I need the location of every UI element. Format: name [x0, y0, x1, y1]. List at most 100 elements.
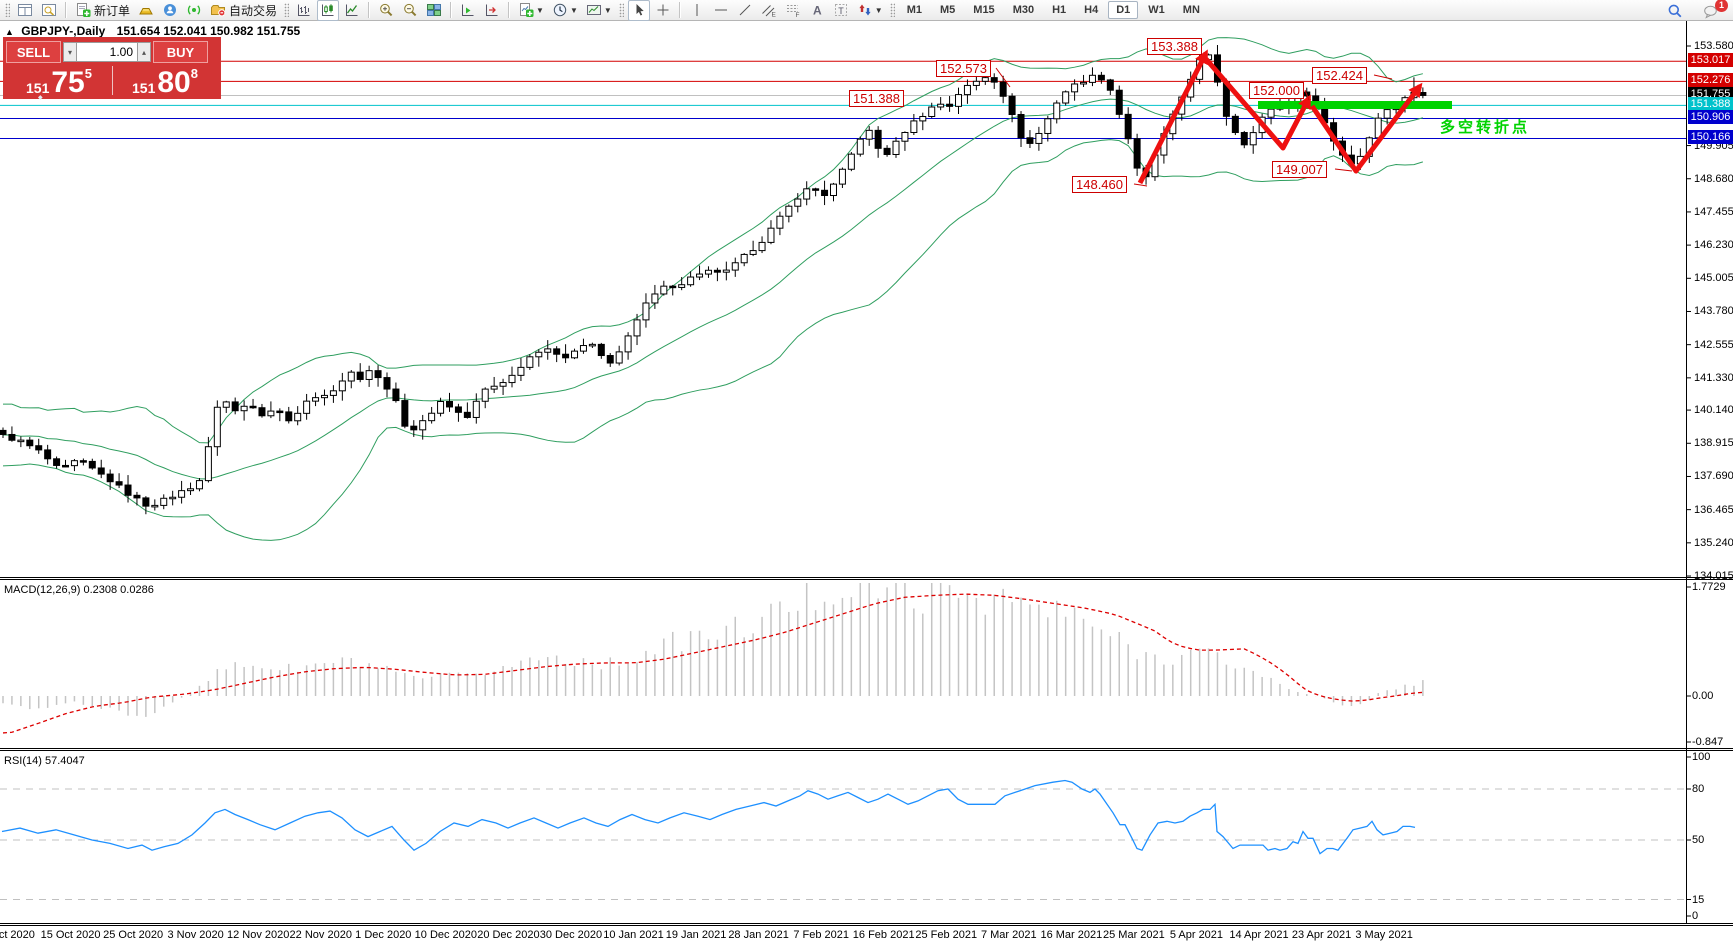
toolbar: 新订单 自动交易 ▼ ▼ ▼ E F A T ▼ M1 M5 M15 M30 H1 H4 D1 W1 MN 1 [0, 0, 1733, 21]
price-tick-label: 140.140 [1694, 404, 1733, 417]
autotrade-button[interactable]: 自动交易 [207, 0, 280, 21]
mql-community-icon[interactable] [159, 0, 181, 21]
chart-shift-icon[interactable] [481, 0, 503, 21]
cursor-icon[interactable] [627, 0, 650, 21]
price-level-badge: 150.166 [1688, 130, 1733, 145]
collapse-icon[interactable]: ▲ [5, 27, 14, 37]
date-tick-label: 25 Oct 2020 [103, 929, 164, 941]
crosshair-icon[interactable] [652, 0, 674, 21]
svg-text:F: F [795, 12, 799, 18]
indicators-icon[interactable]: ▼ [515, 0, 547, 21]
volume-down-button[interactable]: ▾ [63, 42, 77, 62]
candle-chart-type-icon[interactable] [317, 0, 340, 21]
date-tick-label: 14 Apr 2021 [1229, 929, 1289, 941]
signals-icon[interactable] [183, 0, 205, 21]
bar-chart-type-icon[interactable] [293, 0, 315, 21]
timeframe-button-m30[interactable]: M30 [1012, 4, 1035, 16]
chevron-down-icon[interactable]: ▼ [603, 5, 612, 15]
turning-point-zone[interactable] [1258, 101, 1452, 109]
turning-point-label[interactable]: 多空转折点 [1440, 119, 1531, 136]
macd-header: MACD(12,26,9) 0.2308 0.0286 [4, 584, 154, 596]
timeframe-button-m1[interactable]: M1 [906, 4, 922, 16]
metaeditor-icon[interactable] [135, 0, 157, 21]
chevron-down-icon[interactable]: ▼ [874, 5, 883, 15]
toolbar-right-groups: 1 [1663, 0, 1728, 21]
toolbar-grip-handle[interactable] [618, 3, 624, 17]
navigator-icon[interactable] [38, 0, 60, 21]
auto-scroll-icon[interactable] [457, 0, 479, 21]
line-chart-type-icon[interactable] [341, 0, 363, 21]
price-tick-label: 148.680 [1694, 172, 1733, 185]
zigzag-annotation[interactable] [1137, 49, 1423, 185]
price-callout-label[interactable]: 153.388 [1147, 38, 1202, 55]
date-tick-label: 16 Feb 2021 [852, 929, 915, 941]
text-icon[interactable]: A [806, 0, 828, 21]
channel-icon[interactable]: E [758, 0, 780, 21]
price-level-badge: 152.276 [1688, 73, 1733, 88]
buy-price[interactable]: 151 80 8 [112, 64, 218, 98]
macd-axis-label: 1.7729 [1692, 581, 1726, 593]
horizontal-line-icon[interactable] [710, 0, 732, 21]
sell-price[interactable]: 151 75 5 [6, 64, 112, 98]
date-tick-label: 30 Dec 2020 [539, 929, 603, 941]
rsi-axis-label: 100 [1692, 751, 1711, 763]
notifications-icon[interactable]: 1 [1700, 0, 1728, 21]
timeframe-button-d1[interactable]: D1 [1108, 1, 1139, 19]
price-callout-label[interactable]: 152.573 [936, 60, 991, 77]
trendline-icon[interactable] [734, 0, 756, 21]
toolbar-grip-handle[interactable] [284, 3, 290, 17]
toolbar-grip-handle[interactable] [5, 3, 10, 17]
tile-windows-icon[interactable] [423, 0, 445, 21]
timeframe-button-m15[interactable]: M15 [973, 4, 995, 16]
timeframe-button-w1[interactable]: W1 [1148, 4, 1165, 16]
search-icon[interactable] [1664, 0, 1686, 21]
date-tick-label: 16 Mar 2021 [1040, 929, 1103, 941]
price-callout-label[interactable]: 148.460 [1072, 176, 1127, 193]
chevron-down-icon[interactable]: ▼ [536, 5, 544, 15]
price-tick-label: 142.555 [1694, 338, 1733, 351]
rsi-axis-label: 0 [1692, 910, 1699, 922]
volume-up-button[interactable]: ▴ [137, 42, 151, 62]
key-level-lines[interactable] [0, 60, 1686, 139]
date-tick-label: 15 Oct 2020 [40, 929, 101, 941]
price-callout-label[interactable]: 152.424 [1312, 67, 1367, 84]
date-tick-label: 19 Jan 2021 [665, 929, 727, 941]
arrows-icon[interactable]: ▼ [854, 0, 886, 21]
fibonacci-icon[interactable]: F [782, 0, 804, 21]
vertical-line-icon[interactable] [686, 0, 708, 21]
zoom-in-icon[interactable] [375, 0, 397, 21]
market-watch-icon[interactable] [14, 0, 36, 21]
chevron-down-icon[interactable]: ▼ [569, 5, 578, 15]
sell-button[interactable]: SELL [6, 41, 61, 63]
price-tick-label: 134.015 [1694, 570, 1733, 583]
date-tick-label: 12 Nov 2020 [226, 929, 290, 941]
toolbar-grip-handle[interactable] [889, 3, 895, 17]
timeframe-button-h1[interactable]: H1 [1052, 4, 1067, 16]
text-label-icon[interactable]: T [830, 0, 852, 21]
price-tick-label: 145.005 [1694, 272, 1733, 285]
price-tick-label: 143.780 [1694, 305, 1733, 318]
price-callout-label[interactable]: 152.000 [1249, 82, 1304, 99]
new-order-button[interactable]: 新订单 [72, 0, 133, 21]
timeframe-button-h4[interactable]: H4 [1084, 4, 1099, 16]
spread-marker-icon: ◆ [38, 95, 43, 101]
date-tick-label: 10 Dec 2020 [414, 929, 478, 941]
zoom-out-icon[interactable] [399, 0, 421, 21]
date-tick-label: 10 Jan 2021 [603, 929, 664, 941]
price-callout-label[interactable]: 149.007 [1272, 161, 1327, 178]
templates-icon[interactable]: ▼ [583, 0, 615, 21]
rsi-indicator [0, 779, 1686, 900]
chart-canvas[interactable] [0, 21, 1733, 944]
timeframe-button-mn[interactable]: MN [1182, 4, 1200, 16]
price-level-badge: 150.906 [1688, 110, 1733, 125]
timeframe-button-m5[interactable]: M5 [940, 4, 956, 16]
price-callout-label[interactable]: 151.388 [849, 90, 904, 107]
panel-borders [0, 21, 1733, 926]
buy-button[interactable]: BUY [153, 41, 208, 63]
date-tick-label: 22 Nov 2020 [289, 929, 352, 941]
periods-icon[interactable]: ▼ [549, 0, 581, 21]
volume-input[interactable] [77, 42, 137, 62]
bollinger-bands [2, 37, 1424, 541]
candles[interactable] [0, 45, 1427, 515]
